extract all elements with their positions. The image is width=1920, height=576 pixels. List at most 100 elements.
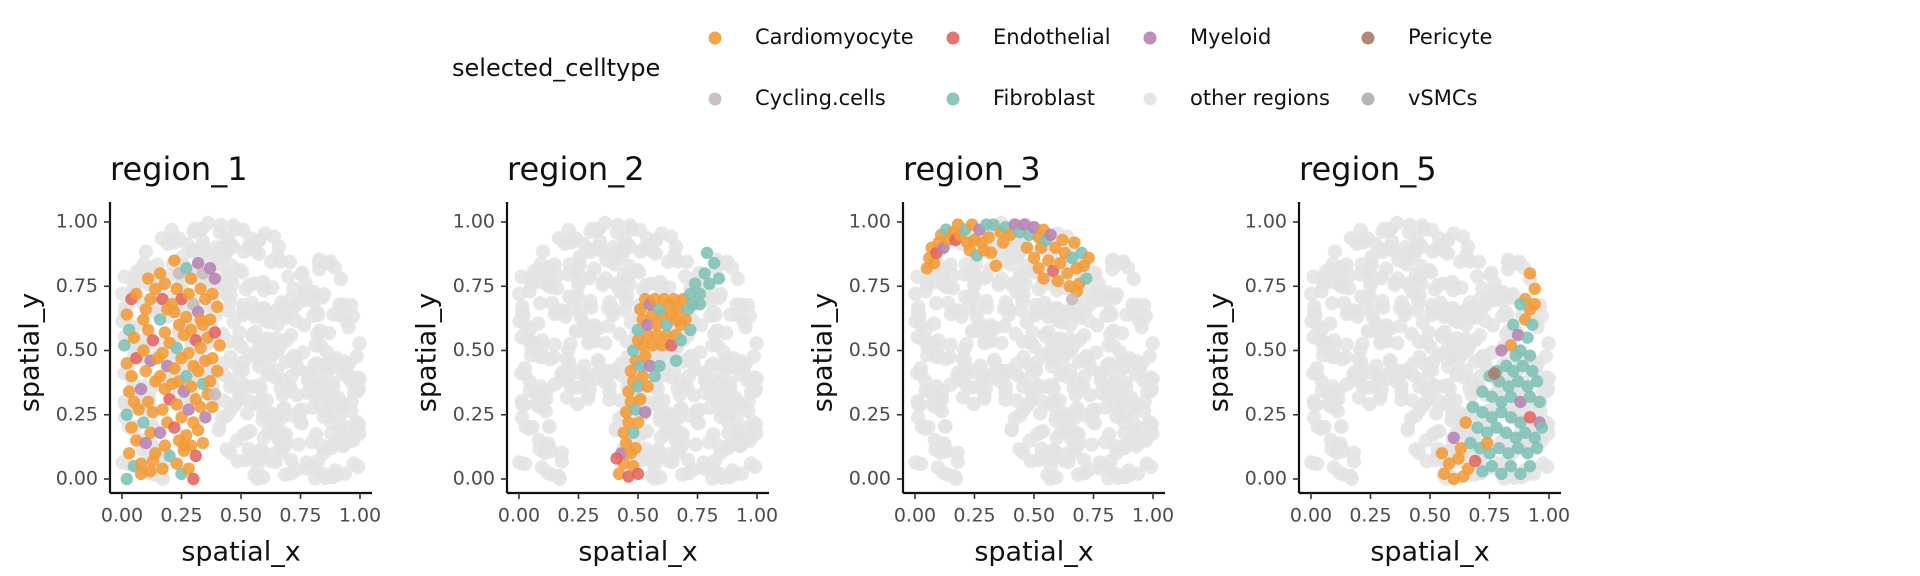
other-region-point <box>1143 383 1158 399</box>
legend-key-pericyte <box>1361 31 1375 45</box>
legend-label: other regions <box>1190 86 1330 110</box>
other-region-point <box>1498 304 1514 319</box>
data-point-cardiomyocyte <box>170 457 183 470</box>
data-point-cardiomyocyte <box>634 303 647 316</box>
data-point-cardiomyocyte <box>168 362 181 375</box>
other-region-point <box>240 425 255 440</box>
other-region-point <box>1371 372 1386 387</box>
other-region-point <box>986 352 1002 368</box>
other-region-point <box>681 368 696 384</box>
y-tick-label: 0.75 <box>1245 275 1287 297</box>
other-region-point <box>950 454 966 469</box>
other-region-point <box>321 256 336 272</box>
data-point-cardiomyocyte <box>120 357 133 370</box>
other-region-point <box>561 267 577 282</box>
other-region-point <box>1118 360 1133 375</box>
other-region-point <box>1325 295 1340 311</box>
panel-title: region_2 <box>507 150 645 188</box>
other-region-point <box>733 354 749 369</box>
other-region-point <box>1038 327 1053 342</box>
data-point-cardiomyocyte <box>177 439 191 452</box>
data-point-fibroblast <box>1466 400 1480 414</box>
data-point-fibroblast <box>1514 344 1527 357</box>
other-region-point <box>1125 409 1140 424</box>
data-point-cardiomyocyte <box>137 313 150 326</box>
other-region-point <box>1089 318 1105 333</box>
other-region-point <box>713 287 728 302</box>
other-region-point <box>1429 425 1444 440</box>
other-region-point <box>678 269 693 284</box>
other-region-point <box>1319 384 1334 400</box>
other-region-point <box>1334 351 1349 367</box>
data-point-fibroblast <box>1476 385 1489 398</box>
other-region-point <box>224 258 239 273</box>
data-point-fibroblast <box>1495 395 1508 409</box>
data-point-fibroblast <box>1476 405 1489 419</box>
other-region-point <box>210 251 225 266</box>
other-region-point <box>1332 265 1348 281</box>
data-point-cardiomyocyte <box>1082 251 1095 265</box>
data-point-fibroblast <box>1526 364 1539 378</box>
other-region-point <box>1028 297 1043 313</box>
data-point-endothelial <box>187 472 200 486</box>
other-region-point <box>1442 398 1457 414</box>
other-region-point <box>572 249 587 265</box>
data-point-fibroblast <box>648 370 661 383</box>
other-region-point <box>233 382 248 397</box>
other-region-point <box>730 308 745 323</box>
other-region-point <box>1306 410 1322 425</box>
data-point-endothelial <box>208 326 222 339</box>
other-region-point <box>1429 406 1444 421</box>
other-region-point <box>746 349 761 364</box>
data-point-cardiomyocyte <box>165 298 179 311</box>
legend-label: Cycling.cells <box>755 86 886 110</box>
other-region-point <box>1383 239 1398 255</box>
other-region-point <box>194 239 209 255</box>
other-region-point <box>563 336 578 352</box>
data-point-cycling-cells <box>1065 292 1079 306</box>
other-region-point <box>1126 271 1142 287</box>
other-region-point <box>643 276 659 291</box>
data-point-cardiomyocyte <box>165 377 179 391</box>
x-axis-title: spatial_x <box>1370 537 1489 568</box>
data-point-cardiomyocyte <box>1004 228 1017 242</box>
legend-item-endothelial: Endothelial <box>946 25 1111 49</box>
other-region-point <box>1309 366 1325 382</box>
other-region-point <box>579 372 594 387</box>
data-point-cardiomyocyte <box>1447 472 1461 486</box>
other-region-point <box>1106 323 1121 338</box>
other-region-point <box>1360 288 1375 304</box>
data-point-fibroblast <box>707 256 721 270</box>
other-region-point <box>1357 300 1372 315</box>
data-point-cardiomyocyte <box>672 303 685 316</box>
other-region-point <box>268 409 283 425</box>
data-point-endothelial <box>1469 454 1482 468</box>
data-point-fibroblast <box>1485 390 1499 403</box>
other-region-point <box>251 232 267 248</box>
data-point-cardiomyocyte <box>641 380 654 393</box>
other-region-point <box>240 406 255 421</box>
legend-key-vsmcs <box>1361 92 1375 106</box>
other-region-point <box>533 295 548 311</box>
other-region-point <box>261 364 276 379</box>
legend-key-cycling-cells <box>708 92 722 106</box>
other-region-point <box>213 217 229 233</box>
other-region-point <box>1539 459 1555 474</box>
other-region-point <box>1118 437 1134 452</box>
other-region-point <box>910 410 926 425</box>
facet-panel-region-1: region_1 0.00 0.25 0.50 0.75 1.00 0.00 0.25 0.50… <box>15 150 382 568</box>
data-point-cardiomyocyte <box>182 346 195 360</box>
other-region-point <box>908 455 923 470</box>
other-region-point <box>1424 222 1440 238</box>
other-region-point <box>747 383 762 399</box>
x-tick-label: 0.00 <box>1290 505 1332 527</box>
other-region-point <box>1046 398 1061 414</box>
other-region-point <box>542 351 557 367</box>
other-region-point <box>1471 254 1487 270</box>
data-point-myeloid <box>208 272 222 285</box>
other-region-point <box>314 373 330 388</box>
other-region-point <box>964 288 979 304</box>
data-point-cardiomyocyte <box>211 300 224 314</box>
other-region-point <box>316 287 331 302</box>
data-point-cardiomyocyte <box>130 434 143 447</box>
